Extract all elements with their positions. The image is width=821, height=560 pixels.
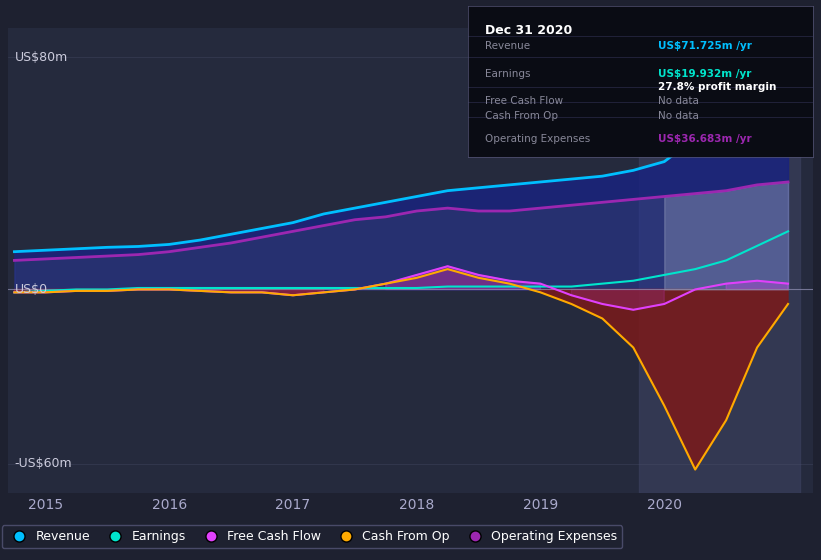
Text: No data: No data [658,111,699,121]
Text: US$80m: US$80m [15,50,67,63]
Text: 27.8% profit margin: 27.8% profit margin [658,82,776,92]
Text: Operating Expenses: Operating Expenses [485,134,590,144]
Text: Revenue: Revenue [485,41,530,52]
Text: -US$60m: -US$60m [15,458,72,470]
Text: Dec 31 2020: Dec 31 2020 [485,24,572,37]
Text: Cash From Op: Cash From Op [485,111,558,121]
Text: US$0: US$0 [15,283,48,296]
Text: Free Cash Flow: Free Cash Flow [485,96,563,106]
Text: US$71.725m /yr: US$71.725m /yr [658,41,751,52]
Text: US$36.683m /yr: US$36.683m /yr [658,134,751,144]
Bar [640,28,800,493]
Text: No data: No data [658,96,699,106]
Text: Earnings: Earnings [485,69,530,78]
Text: US$19.932m /yr: US$19.932m /yr [658,69,751,78]
Legend: Revenue, Earnings, Free Cash Flow, Cash From Op, Operating Expenses: Revenue, Earnings, Free Cash Flow, Cash … [2,525,622,548]
